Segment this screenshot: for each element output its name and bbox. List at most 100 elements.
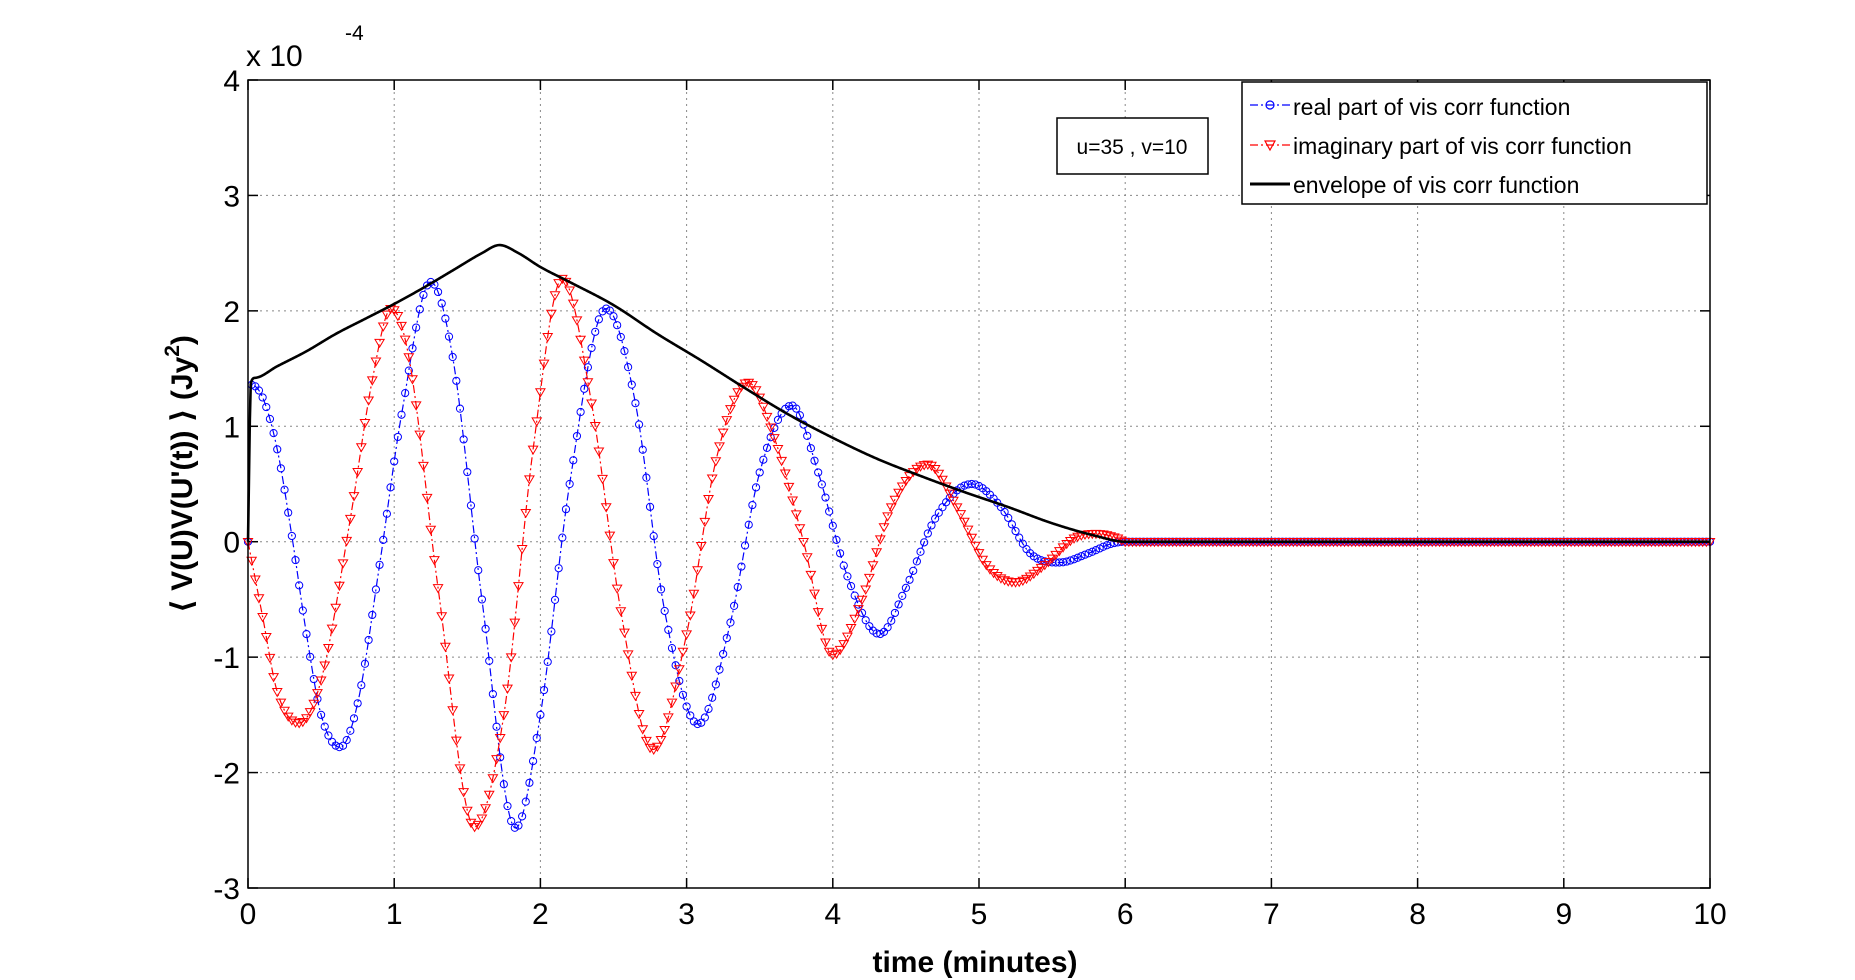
data-point [512, 582, 524, 592]
data-point [642, 473, 651, 482]
data-point [499, 780, 508, 789]
data-point [532, 733, 541, 743]
data-point [366, 376, 378, 386]
data-point [608, 559, 619, 569]
data-point [396, 321, 407, 332]
y-tick-label: 2 [223, 296, 240, 329]
data-point [388, 306, 400, 316]
y-axis-label-superscript: 2 [161, 345, 184, 357]
data-point [1099, 542, 1108, 551]
axes-box [247, 79, 1711, 889]
data-point [631, 399, 640, 408]
data-point [317, 710, 326, 719]
data-point [417, 461, 429, 472]
data-point [404, 366, 413, 375]
data-point [352, 467, 364, 478]
data-point [582, 378, 594, 388]
data-point [280, 485, 289, 494]
data-point [703, 495, 715, 505]
data-point [977, 555, 989, 566]
data-point [816, 624, 828, 635]
data-point [525, 778, 534, 787]
data-point [470, 534, 479, 543]
data-point [732, 388, 744, 398]
data-point [382, 509, 391, 518]
data-point [538, 359, 550, 369]
data-point [433, 287, 443, 297]
data-point [1091, 546, 1101, 555]
y-tick-label: 1 [223, 411, 240, 444]
data-point [823, 647, 835, 658]
data-point [860, 585, 872, 595]
data-point [397, 410, 406, 419]
data-point [682, 702, 691, 711]
data-point [790, 510, 802, 520]
data-point [755, 468, 764, 477]
data-point [792, 404, 801, 413]
data-point [615, 607, 627, 617]
y-tick-label: 3 [223, 180, 240, 213]
data-point [428, 556, 440, 566]
annotation-text: u=35 , v=10 [1077, 136, 1188, 159]
data-point [419, 290, 428, 300]
data-point [898, 591, 907, 601]
data-point [368, 610, 377, 620]
data-point [315, 676, 327, 686]
data-point [452, 376, 461, 385]
data-point [768, 434, 780, 444]
data-point [889, 495, 901, 506]
data-point [454, 764, 466, 774]
data-point [629, 691, 641, 702]
annotation-box: u=35 , v=10 [1056, 117, 1209, 175]
data-point [933, 469, 945, 480]
data-point [710, 457, 722, 467]
data-point [850, 591, 859, 600]
data-point [666, 698, 678, 708]
data-point [444, 332, 454, 341]
data-point [455, 404, 465, 413]
data-point [520, 508, 532, 519]
data-point [268, 673, 280, 683]
data-point [905, 575, 914, 584]
data-point [721, 416, 733, 426]
series-line [246, 243, 1710, 544]
data-point [536, 710, 545, 719]
data-point [392, 311, 404, 322]
data-point [257, 613, 269, 623]
data-point [523, 475, 535, 485]
annotation-border [1056, 117, 1209, 175]
data-point [575, 335, 587, 345]
data-point [414, 430, 426, 440]
data-point [593, 447, 605, 457]
data-point [929, 464, 941, 475]
data-point [1007, 520, 1017, 529]
data-point [744, 520, 753, 529]
legend-label-envelope: envelope of vis corr function [1293, 172, 1579, 198]
data-point [1000, 507, 1009, 517]
data-point [399, 335, 411, 345]
data-point [809, 589, 820, 599]
data-point [704, 704, 713, 714]
data-point [805, 570, 817, 581]
data-point [1101, 531, 1113, 541]
data-point [443, 674, 455, 684]
data-point [487, 774, 499, 784]
data-point [893, 488, 905, 499]
y-axis-label-tail: ) [166, 335, 199, 345]
data-point [450, 736, 462, 746]
data-point [743, 378, 755, 389]
data-point [708, 693, 717, 702]
data-point [825, 507, 834, 516]
data-point [627, 380, 636, 389]
data-point [801, 553, 813, 563]
data-point [784, 402, 794, 411]
data-point [794, 524, 806, 534]
data-point [1032, 566, 1043, 577]
data-point [803, 431, 812, 440]
data-point [459, 435, 468, 444]
data-point [1042, 558, 1054, 568]
data-point [572, 431, 582, 441]
data-point [333, 581, 345, 592]
data-point [605, 306, 614, 315]
data-point [634, 420, 644, 429]
